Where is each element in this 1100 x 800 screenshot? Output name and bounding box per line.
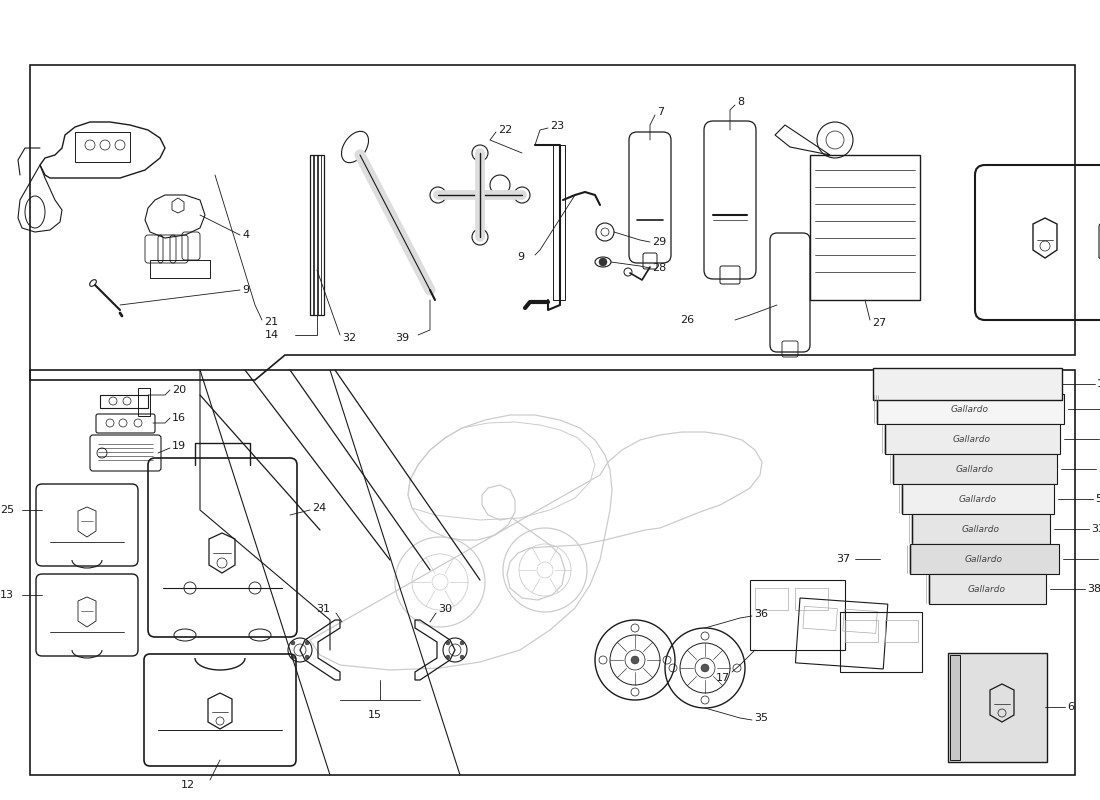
Text: 7: 7 [657, 107, 664, 117]
Circle shape [472, 229, 488, 245]
Text: 9: 9 [242, 285, 249, 295]
Bar [310, 155, 324, 315]
Circle shape [701, 664, 710, 672]
Circle shape [305, 641, 309, 645]
Text: Gallardo: Gallardo [956, 465, 994, 474]
FancyBboxPatch shape [902, 484, 1054, 514]
Text: 12: 12 [180, 780, 195, 790]
Text: 29: 29 [652, 237, 667, 247]
Bar [138, 388, 150, 416]
Text: 1: 1 [1097, 379, 1100, 389]
Text: Gallardo: Gallardo [953, 434, 991, 443]
Circle shape [460, 655, 464, 659]
Text: 8: 8 [737, 97, 744, 107]
Bar [553, 145, 565, 300]
Text: 30: 30 [438, 604, 452, 614]
Bar [810, 155, 920, 300]
Text: 15: 15 [368, 710, 382, 720]
Text: 17: 17 [716, 673, 730, 683]
Text: 14: 14 [265, 330, 279, 340]
Circle shape [290, 641, 295, 645]
Text: 33: 33 [1091, 524, 1100, 534]
Text: 31: 31 [316, 604, 330, 614]
Text: 21: 21 [264, 317, 278, 327]
FancyBboxPatch shape [930, 574, 1046, 604]
FancyBboxPatch shape [873, 368, 1062, 400]
FancyBboxPatch shape [948, 653, 1047, 762]
Text: 26: 26 [680, 315, 694, 325]
Text: 20: 20 [172, 385, 186, 395]
Text: 16: 16 [172, 413, 186, 423]
Bar [318, 155, 321, 315]
Circle shape [514, 187, 530, 203]
FancyBboxPatch shape [877, 394, 1064, 424]
FancyBboxPatch shape [893, 454, 1057, 484]
Text: Gallardo: Gallardo [959, 494, 997, 503]
Circle shape [631, 656, 639, 664]
Text: 32: 32 [342, 333, 356, 343]
Circle shape [600, 258, 607, 266]
Text: 39: 39 [395, 333, 409, 343]
Text: 22: 22 [498, 125, 513, 135]
Bar [310, 155, 314, 315]
Bar [314, 155, 317, 315]
Circle shape [430, 187, 446, 203]
Text: 36: 36 [754, 609, 768, 619]
Text: 3: 3 [1098, 464, 1100, 474]
Bar [950, 655, 960, 760]
Text: 6: 6 [1067, 702, 1074, 712]
FancyBboxPatch shape [910, 544, 1059, 574]
Text: 9: 9 [517, 252, 524, 262]
Text: 24: 24 [312, 503, 327, 513]
Text: 13: 13 [0, 590, 14, 600]
Text: 4: 4 [242, 230, 249, 240]
Text: 38: 38 [1087, 584, 1100, 594]
Text: 35: 35 [754, 713, 768, 723]
Text: 19: 19 [172, 441, 186, 451]
Text: 27: 27 [872, 318, 887, 328]
Circle shape [446, 641, 450, 645]
Circle shape [460, 641, 464, 645]
Circle shape [472, 145, 488, 161]
Text: Gallardo: Gallardo [962, 525, 1000, 534]
Text: 5: 5 [1094, 494, 1100, 504]
Text: Gallardo: Gallardo [965, 554, 1003, 563]
Circle shape [446, 655, 450, 659]
Bar [150, 260, 210, 278]
Text: 25: 25 [0, 505, 14, 515]
Bar [100, 395, 148, 408]
FancyBboxPatch shape [912, 514, 1050, 544]
Circle shape [290, 655, 295, 659]
Text: Gallardo: Gallardo [952, 405, 989, 414]
Text: Gallardo: Gallardo [968, 585, 1006, 594]
FancyBboxPatch shape [886, 424, 1060, 454]
Circle shape [305, 655, 309, 659]
Text: 28: 28 [652, 263, 667, 273]
Text: 37: 37 [836, 554, 850, 564]
Text: 23: 23 [550, 121, 564, 131]
Bar [75, 132, 130, 162]
